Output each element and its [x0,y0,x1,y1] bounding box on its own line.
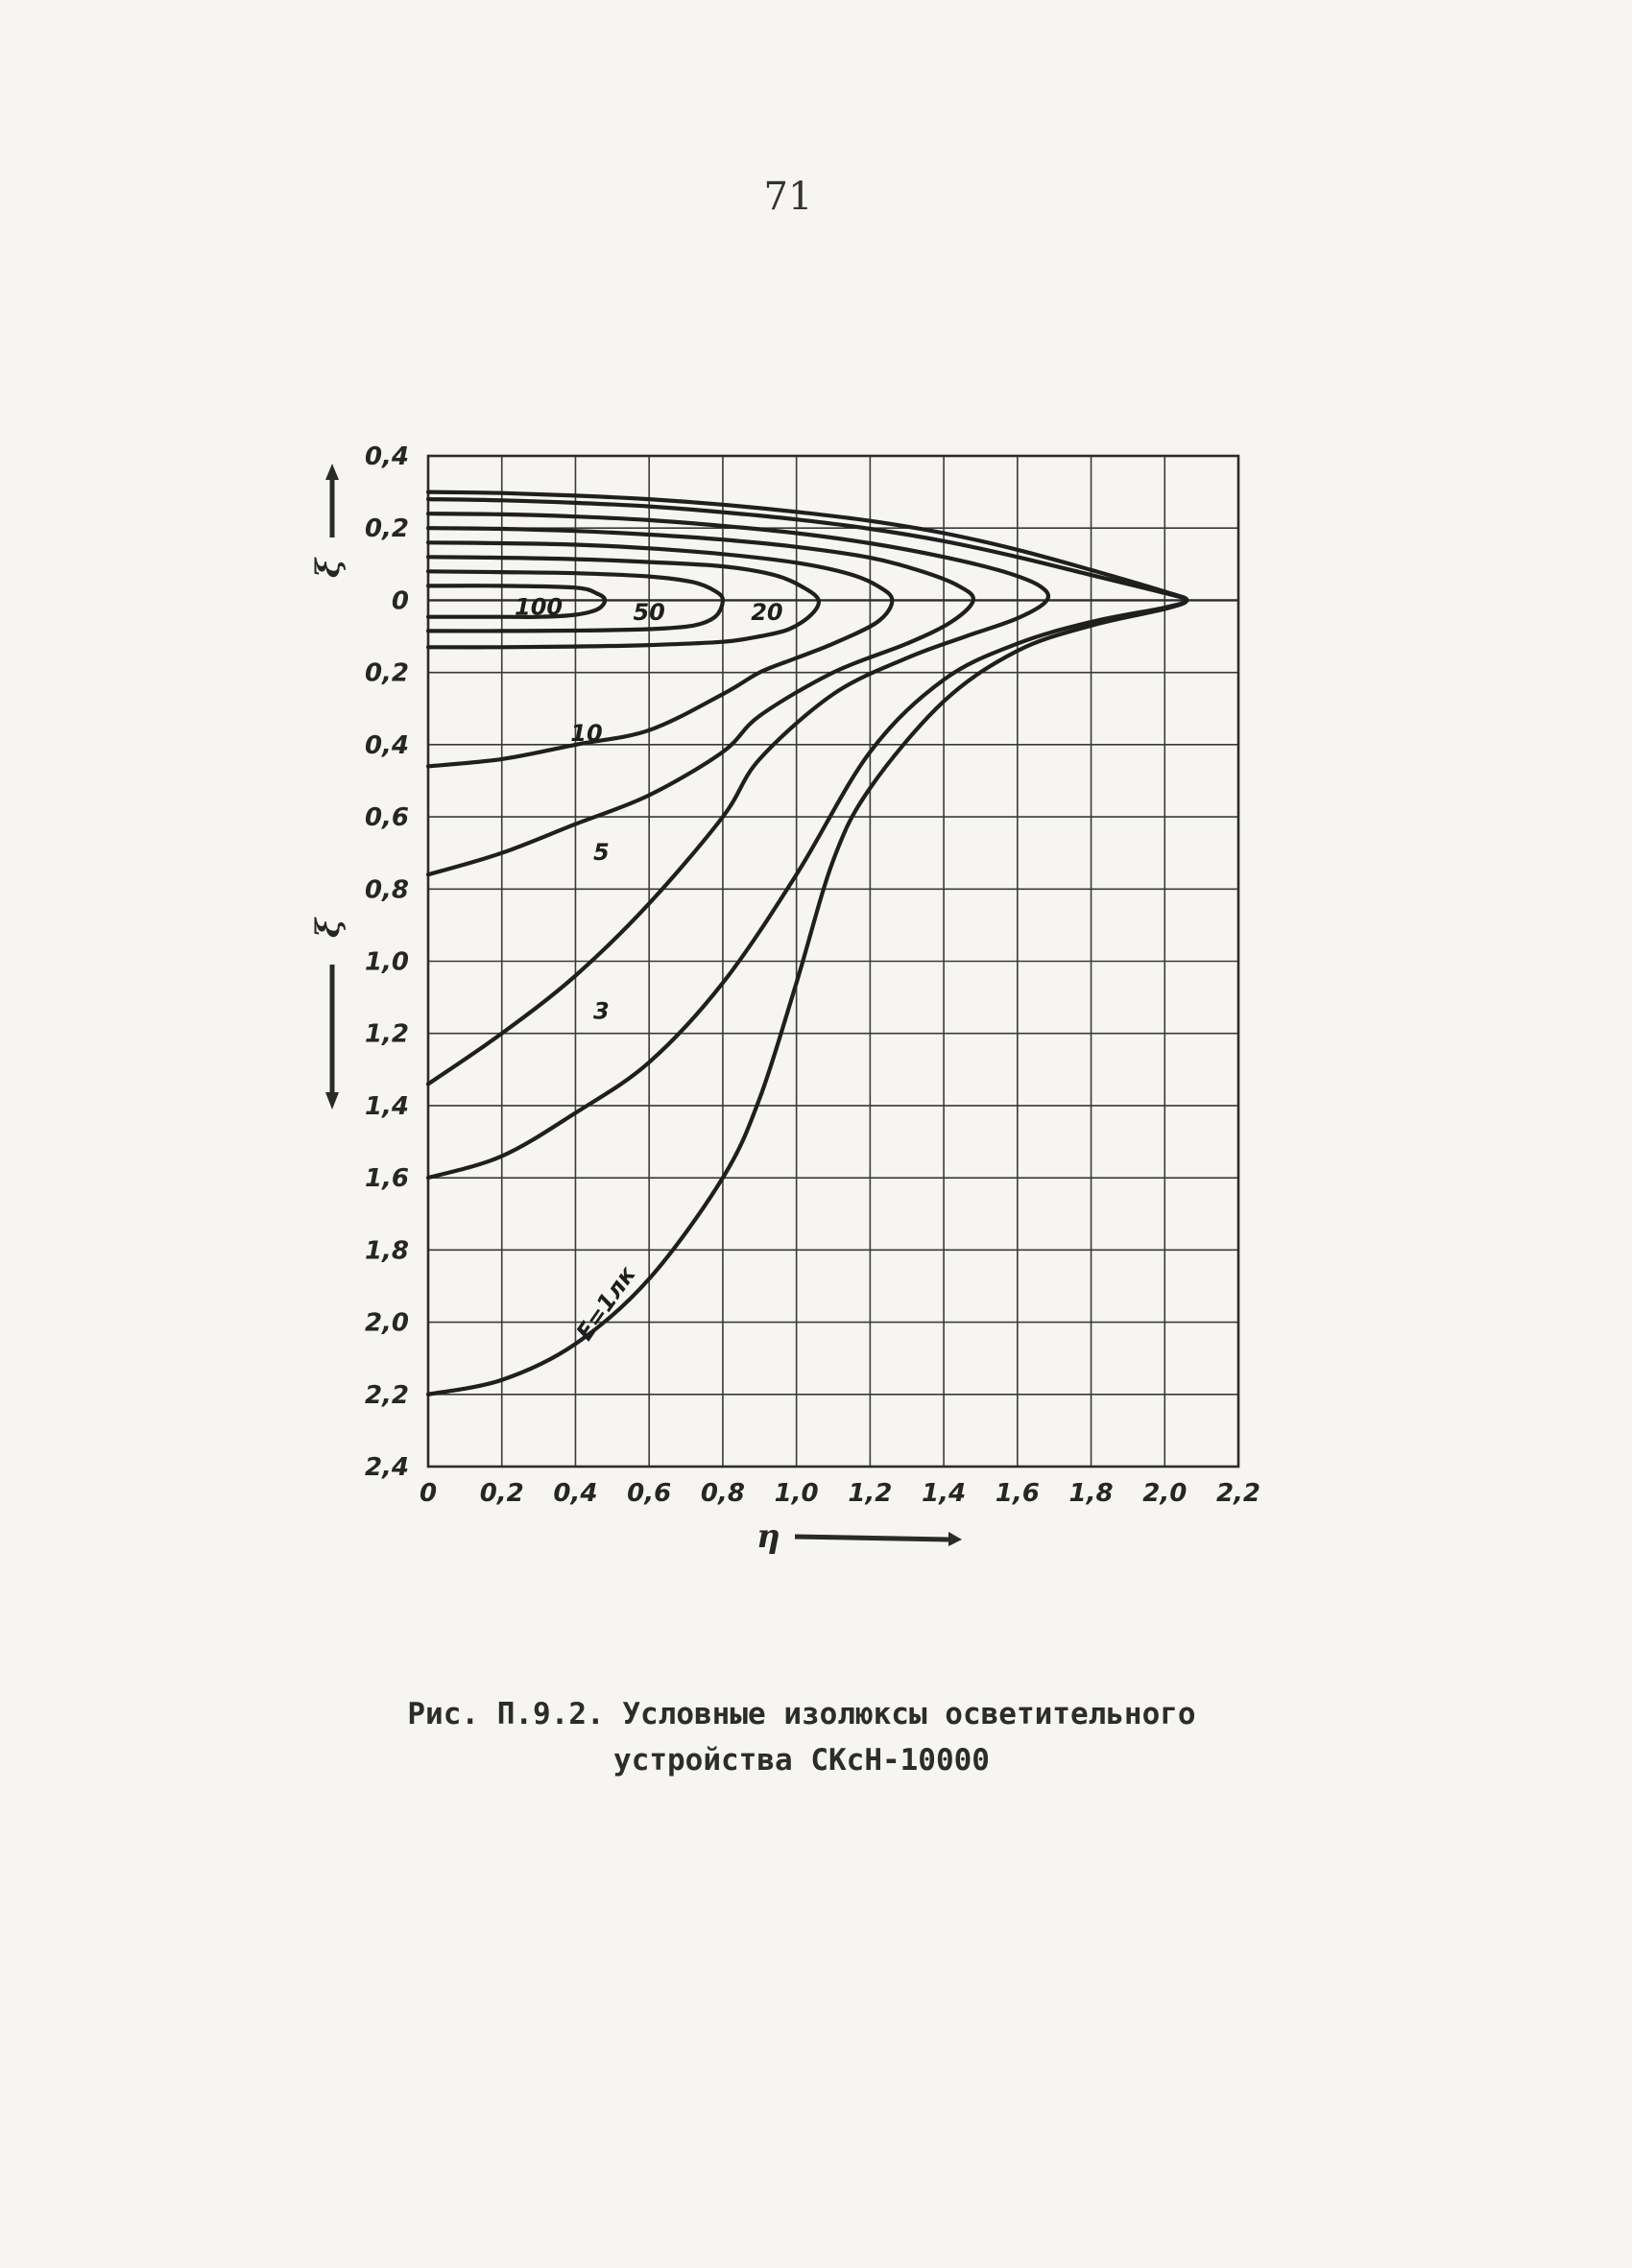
y-tick-label: 0,4 [365,442,409,471]
x-axis-label: η [756,1517,780,1556]
chart-curves [425,489,1189,1397]
x-tick-label: 1,0 [775,1479,819,1508]
curve-label: 100 [515,593,563,620]
chart-axis-symbols: η ξ ξ [309,464,962,1556]
y-tick-label: 2,2 [365,1381,409,1410]
y-tick-label: 1,8 [365,1236,409,1265]
y-axis-arrow-up-head [325,464,339,480]
curve-label: 5 [593,839,610,866]
caption-line-2: устройства СКсН-10000 [613,1743,990,1778]
plot-frame [426,454,1240,1468]
caption-line-1: Рис. П.9.2. Условные изолюксы осветитель… [407,1697,1196,1731]
x-tick-label: 0,6 [627,1479,671,1508]
isolux-curve-1 [425,569,725,633]
isolux-curve-3 [425,540,895,769]
chart-grid [426,454,1240,1468]
x-tick-label: 2,0 [1142,1479,1187,1508]
page-number: 71 [763,175,813,219]
x-tick-label: 1,6 [996,1479,1040,1508]
x-tick-label: 0,2 [480,1479,524,1508]
y-axis-arrow-down-head [325,1092,339,1110]
x-tick-label: 0,8 [701,1479,745,1508]
y-tick-label: 0,2 [365,514,409,543]
x-tick-label: 1,4 [922,1479,966,1508]
y-tick-label: 1,2 [365,1020,409,1049]
y-tick-label: 0 [392,586,409,615]
isolux-curve-2 [425,555,822,650]
x-tick-label: 1,2 [848,1479,892,1508]
x-axis-arrow-head [948,1532,962,1546]
x-tick-label: 0,4 [553,1479,597,1508]
curve-label: 3 [593,998,610,1025]
isolux-chart: 0 0,2 0,4 0,6 0,8 1,0 1,2 1,4 1,6 1,8 2,0 2,2 0,4 0,2… [309,442,1260,1556]
x-tick-label: 2,2 [1216,1479,1260,1508]
curve-label: 20 [751,599,782,626]
x-axis-arrow-line [794,1534,949,1542]
chart-ticks: 0 0,2 0,4 0,6 0,8 1,0 1,2 1,4 1,6 1,8 2,0 2,2 0,4 0,2… [365,442,1260,1508]
x-tick-label: 0 [420,1479,437,1508]
y-tick-label: 0,8 [365,875,409,904]
x-tick-label: 1,8 [1069,1479,1114,1508]
y-axis-label-up: ξ [309,557,348,578]
figure-caption: Рис. П.9.2. Условные изолюксы осветитель… [288,1691,1315,1783]
curve-label: 10 [570,720,602,747]
y-tick-label: 2,4 [365,1453,409,1482]
isolux-curve-5 [425,512,1051,1086]
y-tick-label: 2,0 [365,1309,409,1338]
y-tick-label: 0,2 [365,659,409,688]
y-tick-label: 0,4 [365,731,409,760]
y-axis-label-down: ξ [309,917,348,938]
curve-label: 50 [633,599,664,626]
y-tick-label: 1,6 [365,1164,409,1193]
curve-label: E=1лк [571,1261,641,1346]
y-tick-label: 1,4 [365,1092,409,1121]
isolux-curve-4 [425,526,975,877]
y-tick-label: 1,0 [365,948,409,977]
isolux-curve-7 [425,489,1189,1397]
isolux-curve-0 [425,584,608,619]
y-tick-label: 0,6 [365,803,409,832]
